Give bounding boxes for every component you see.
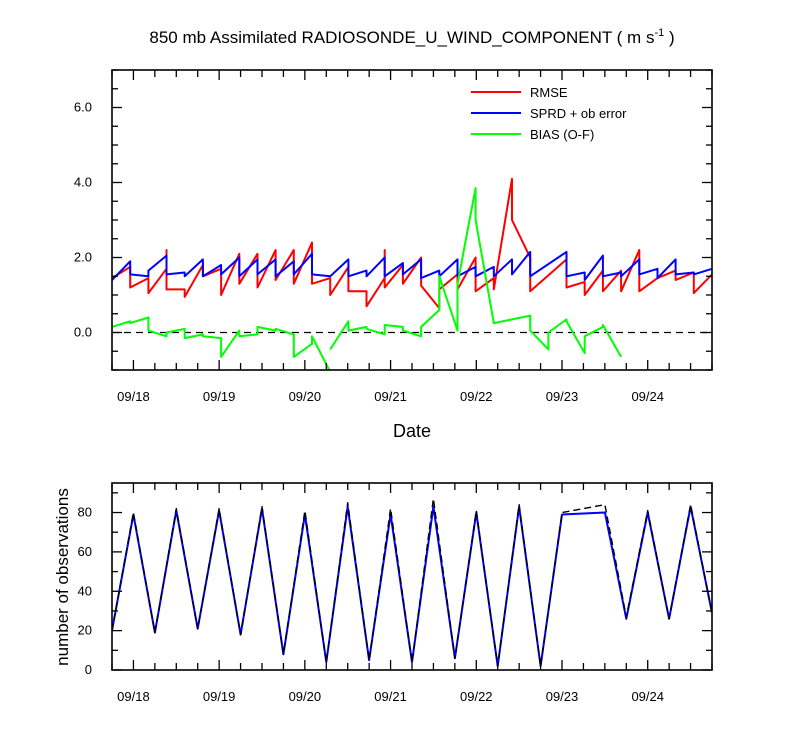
x-tick-label: 09/20	[289, 689, 322, 704]
x-tick-label: 09/21	[374, 389, 407, 404]
legend: RMSE SPRD + ob error BIAS (O-F)	[471, 85, 627, 142]
legend-label-rmse: RMSE	[530, 85, 568, 100]
x-tick-label: 09/24	[631, 689, 664, 704]
x-tick-label: 09/19	[203, 389, 236, 404]
series-line-bias-o-f	[112, 316, 331, 370]
y-tick-label: 2.0	[74, 250, 92, 265]
series-line-rmse	[112, 177, 712, 310]
y-tick-label: 20	[78, 623, 92, 638]
x-axis-label: Date	[393, 421, 431, 441]
observations-dashed-line	[112, 498, 712, 667]
x-tick-label: 09/22	[460, 389, 493, 404]
top-series-group	[112, 177, 712, 370]
x-tick-label: 09/23	[546, 689, 579, 704]
x-tick-label: 09/19	[203, 689, 236, 704]
y-tick-label: 40	[78, 583, 92, 598]
legend-label-bias-o-f: BIAS (O-F)	[530, 127, 594, 142]
series-line-bias-o-f	[329, 187, 622, 358]
y-tick-label: 80	[78, 505, 92, 520]
y-tick-label: 4.0	[74, 175, 92, 190]
y-tick-label: 0.0	[74, 325, 92, 340]
y-tick-label: 0	[85, 662, 92, 677]
x-tick-label: 09/23	[546, 389, 579, 404]
x-tick-label: 09/18	[117, 389, 150, 404]
legend-label-sprd-ob-error: SPRD + ob error	[530, 106, 627, 121]
observations-solid-line	[112, 505, 712, 668]
x-tick-label: 09/20	[289, 389, 322, 404]
x-tick-label: 09/24	[631, 389, 664, 404]
x-tick-label: 09/18	[117, 689, 150, 704]
top-chart-panel: 09/18 09/19 09/20 09/21 09/22 09/23 09/24 0.0 2.…	[74, 69, 713, 441]
bottom-series-group	[112, 498, 712, 668]
bottom-chart-panel: 09/18 09/19 09/20 09/21 09/22 09/23 09/24 0 20 40…	[53, 482, 713, 704]
y-tick-label: 60	[78, 544, 92, 559]
x-tick-label: 09/22	[460, 689, 493, 704]
y-tick-label: 6.0	[74, 100, 92, 115]
x-tick-label: 09/21	[374, 689, 407, 704]
chart-title: 850 mb Assimilated RADIOSONDE_U_WIND_COM…	[149, 27, 674, 47]
y-axis-label-observations: number of observations	[53, 488, 72, 666]
series-line-sprd-ob-error	[112, 250, 712, 281]
bottom-plot-frame	[111, 482, 713, 671]
